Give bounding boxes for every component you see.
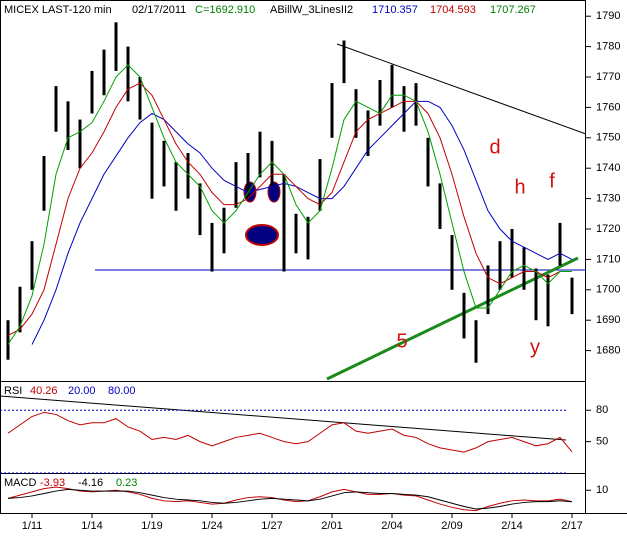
x-tick-label: 1/14 [81,520,102,532]
header-text: ABillW_3LinesII2 [270,4,353,16]
rsi-trendline [0,395,567,441]
header-text: MACD [4,477,36,489]
y-tick-label: 1780 [596,41,620,53]
x-tick-label: 2/01 [321,520,342,532]
x-tick-label: 2/14 [501,520,522,532]
annotation: h [514,176,525,198]
annotation: d [489,136,500,158]
x-tick-label: 1/11 [22,520,43,532]
header-text: 1710.357 [372,4,418,16]
resistance-trendline [336,43,587,135]
y-tick-label: 1680 [596,345,620,357]
series-line [7,411,573,453]
y-tick-label: 80 [596,404,608,416]
header-text: C=1692.910 [195,4,255,16]
smiley-mouth [245,224,279,246]
y-tick-label: 1790 [596,10,620,22]
x-tick-label: 1/24 [201,520,222,532]
x-tick-label: 2/09 [441,520,462,532]
header-text: 20.00 [68,385,96,397]
header-text: 1707.267 [490,4,536,16]
header-text: 0.23 [116,477,137,489]
annotation: f [549,170,555,192]
y-tick-label: 1700 [596,284,620,296]
series-line [7,64,572,345]
header-text: -3.93 [40,477,65,489]
y-tick-label: 50 [596,436,608,448]
header-text: 02/17/2011 [132,4,186,16]
y-tick-label: 1690 [596,314,620,326]
x-tick-label: 2/04 [381,520,402,532]
header-text: RSI [4,385,22,397]
x-tick-label: 1/19 [141,520,162,532]
series-line [31,100,573,345]
y-tick-label: 1760 [596,101,620,113]
header-text: MICEX LAST-120 min [4,4,112,16]
header-text: 1704.593 [430,4,476,16]
header-text: -4.16 [78,477,103,489]
series-line [7,82,572,336]
header-text: 40.26 [30,385,58,397]
y-tick-label: 1720 [596,223,620,235]
series-line [7,488,573,510]
y-tick-label: 10 [596,484,608,496]
y-tick-label: 1750 [596,132,620,144]
y-tick-label: 1730 [596,193,620,205]
y-tick-label: 1710 [596,253,620,265]
header-text: 80.00 [108,385,136,397]
plot-frame [0,0,586,514]
annotation: 5 [396,330,407,352]
annotation: y [530,336,540,358]
x-tick-label: 2/17 [561,520,582,532]
y-tick-label: 1740 [596,162,620,174]
y-tick-label: 1770 [596,71,620,83]
x-tick-label: 1/27 [261,520,282,532]
